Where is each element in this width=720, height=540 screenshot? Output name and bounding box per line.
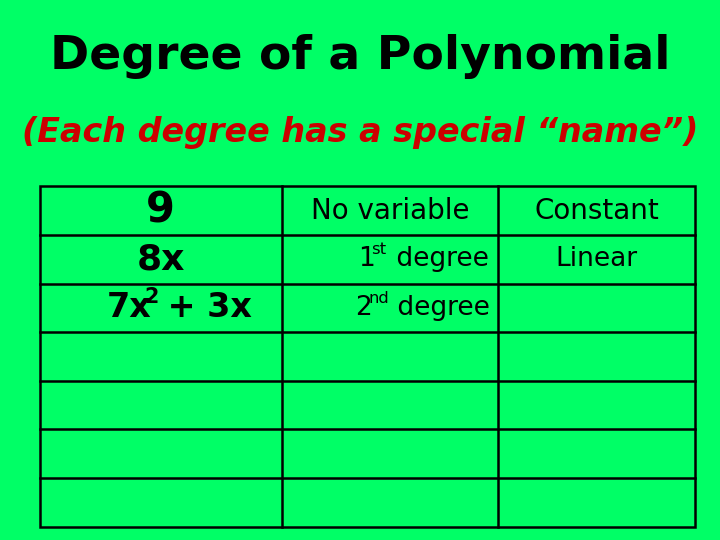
- Text: 1: 1: [358, 246, 374, 272]
- Text: degree: degree: [388, 246, 489, 272]
- Text: Constant: Constant: [534, 197, 659, 225]
- Text: degree: degree: [389, 295, 490, 321]
- Text: 8x: 8x: [137, 242, 185, 276]
- Text: 2: 2: [356, 295, 372, 321]
- Text: nd: nd: [369, 291, 390, 306]
- Bar: [40, 186, 695, 526]
- Text: Linear: Linear: [555, 246, 638, 272]
- Text: 9: 9: [146, 190, 175, 232]
- Text: + 3x: + 3x: [156, 291, 252, 325]
- Text: 7x: 7x: [107, 291, 152, 325]
- Text: 2: 2: [144, 287, 158, 307]
- Text: st: st: [371, 242, 386, 257]
- Text: No variable: No variable: [311, 197, 469, 225]
- Text: (Each degree has a special “name”): (Each degree has a special “name”): [22, 116, 698, 149]
- Text: Degree of a Polynomial: Degree of a Polynomial: [50, 34, 670, 79]
